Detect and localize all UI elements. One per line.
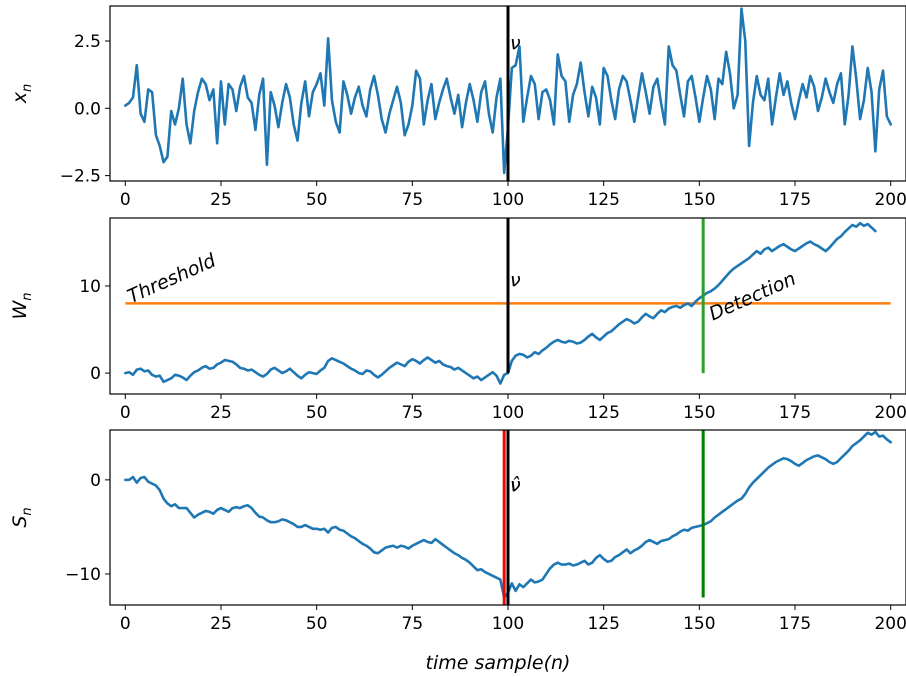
x-tick-label: 150	[683, 614, 715, 634]
x-tick-label: 200	[874, 403, 906, 423]
y-tick-label: 0.0	[74, 99, 101, 119]
x-tick-label: 175	[779, 614, 811, 634]
x-tick-label: 125	[587, 614, 619, 634]
x-tick-label: 125	[587, 190, 619, 210]
y-tick-label: 0	[90, 471, 101, 491]
annotation-2: ν	[510, 269, 521, 291]
annotation-1: ν	[510, 474, 521, 496]
annotation-1: ν	[510, 32, 521, 54]
y-axis-label: xn	[9, 84, 35, 105]
x-tick-label: 175	[779, 403, 811, 423]
annotation-3: Detection	[706, 268, 799, 326]
x-tick-label: 25	[210, 190, 232, 210]
y-axis-label-main: S	[9, 516, 31, 528]
y-axis-label: Wn	[9, 292, 35, 319]
x-tick-label: 75	[402, 403, 424, 423]
x-tick-label: 75	[402, 614, 424, 634]
x-tick-label: 50	[306, 403, 328, 423]
x-tick-label: 25	[210, 403, 232, 423]
plot-area	[124, 430, 892, 605]
x-tick-label: 0	[120, 190, 131, 210]
y-tick-label: −10	[65, 565, 101, 585]
x-tick-label: 75	[402, 190, 424, 210]
x-tick-label: 100	[492, 190, 524, 210]
x-tick-label: 125	[587, 403, 619, 423]
y-axis-label: Sn	[9, 507, 35, 527]
x-tick-label: 0	[120, 614, 131, 634]
x-tick-label: 175	[779, 190, 811, 210]
x-tick-label: 100	[492, 403, 524, 423]
plot-area	[124, 218, 891, 385]
subplot-2: 0 25 50 75 100 125 150 175 200 0 10 Wn Threshold ν Det…	[9, 217, 906, 423]
y-tick-label: 0	[90, 364, 101, 384]
x-tick-label: 50	[306, 190, 328, 210]
y-axis-label-main: x	[9, 91, 31, 104]
annotation-2: ν̂	[510, 474, 521, 496]
x-tick-label: 50	[306, 614, 328, 634]
x-tick-label: 0	[120, 403, 131, 423]
x-tick-label: 25	[210, 614, 232, 634]
y-tick-label: 10	[79, 277, 101, 297]
y-tick-label: 2.5	[74, 32, 101, 52]
plot-area	[124, 6, 892, 181]
y-axis-label-sub: n	[20, 84, 35, 92]
x-tick-label: 150	[683, 403, 715, 423]
x-axis-label: time sample(n)	[426, 652, 571, 674]
y-axis-label-sub: n	[20, 507, 35, 515]
annotation-1: Threshold	[124, 249, 220, 308]
series-line-1	[124, 221, 877, 385]
x-tick-label: 200	[874, 190, 906, 210]
x-tick-label: 100	[492, 614, 524, 634]
y-axis-label-main: W	[9, 300, 31, 320]
x-tick-label: 150	[683, 190, 715, 210]
subplot-3: 0 25 50 75 100 125 150 175 200 −10 0 Sn time sample(…	[9, 429, 906, 674]
y-tick-label: −2.5	[60, 167, 101, 187]
subplot-1: 0 25 50 75 100 125 150 175 200 −2.5 0.0 2.5 xn ν	[9, 5, 906, 210]
x-tick-label: 200	[874, 614, 906, 634]
y-axis-label-sub: n	[20, 292, 35, 300]
